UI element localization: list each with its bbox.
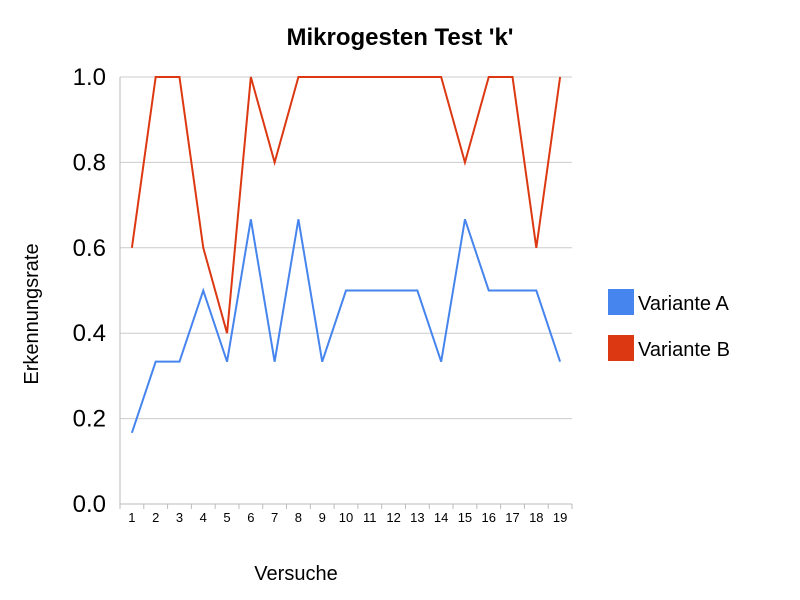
y-axis-ticks: 0.0 0.2 0.4 0.6 0.8 1.0 (73, 64, 106, 518)
x-tick-label: 5 (223, 510, 230, 525)
x-tick-label: 18 (529, 510, 543, 525)
y-axis-label: Erkennungsrate (21, 243, 43, 384)
legend-swatch (608, 335, 634, 361)
x-axis-label: Versuche (254, 563, 337, 585)
x-tick-label: 8 (295, 510, 302, 525)
x-tick-label: 16 (482, 510, 496, 525)
x-tick-label: 15 (458, 510, 472, 525)
legend-label: Variante A (638, 293, 729, 315)
x-tick-label: 1 (128, 510, 135, 525)
x-tick-label: 4 (200, 510, 207, 525)
x-tick-label: 11 (363, 510, 377, 525)
series-lines (130, 76, 562, 434)
y-tick-label: 0.4 (73, 320, 106, 347)
y-tick-label: 1.0 (73, 64, 106, 91)
axes (119, 77, 572, 505)
y-tick-label: 0.8 (73, 149, 106, 176)
x-axis-ticks: 1 2 3 4 5 6 7 8 9 10 11 12 13 14 15 16 17 18 19 (119, 504, 573, 525)
chart-title: Mikrogesten Test 'k' (286, 24, 513, 51)
x-tick-label: 9 (319, 510, 326, 525)
x-tick-label: 7 (271, 510, 278, 525)
x-tick-label: 10 (339, 510, 353, 525)
y-tick-label: 0.6 (73, 235, 106, 262)
x-tick-label: 12 (386, 510, 400, 525)
y-tick-label: 0.0 (73, 491, 106, 518)
series-line-variante-a (130, 219, 562, 434)
legend-label: Variante B (638, 339, 730, 361)
series-line-variante-b (130, 76, 562, 334)
y-tick-label: 0.2 (73, 406, 106, 433)
x-tick-label: 19 (553, 510, 567, 525)
x-tick-label: 14 (434, 510, 448, 525)
x-tick-label: 6 (247, 510, 254, 525)
x-tick-label: 13 (410, 510, 424, 525)
x-tick-label: 2 (152, 510, 159, 525)
legend-swatch (608, 289, 634, 315)
legend: Variante A Variante B (608, 289, 730, 361)
x-tick-label: 3 (176, 510, 183, 525)
x-tick-label: 17 (505, 510, 519, 525)
